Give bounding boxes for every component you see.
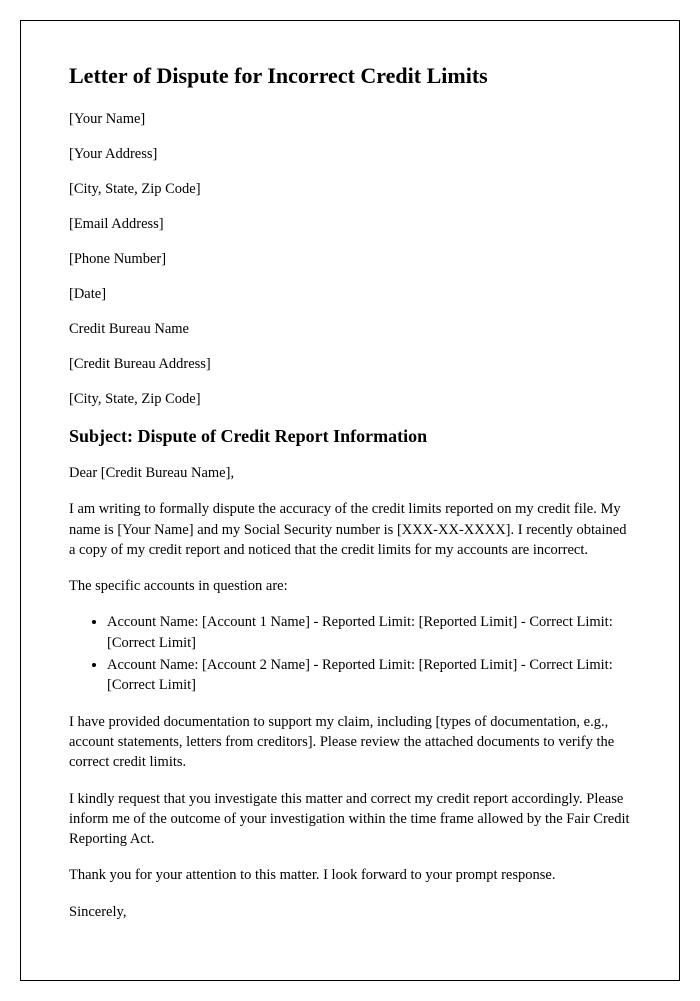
paragraph-thanks: Thank you for your attention to this mat… [69,865,631,885]
closing: Sincerely, [69,902,631,922]
field-your-name: [Your Name] [69,111,631,128]
field-phone: [Phone Number] [69,251,631,268]
account-item: Account Name: [Account 1 Name] - Reporte… [107,612,631,653]
paragraph-accounts-lead: The specific accounts in question are: [69,576,631,596]
field-bureau-name: Credit Bureau Name [69,321,631,338]
field-email: [Email Address] [69,216,631,233]
letter-page: Letter of Dispute for Incorrect Credit L… [20,20,680,981]
field-your-city-state-zip: [City, State, Zip Code] [69,181,631,198]
accounts-list: Account Name: [Account 1 Name] - Reporte… [107,612,631,695]
salutation: Dear [Credit Bureau Name], [69,463,631,483]
subject-line: Subject: Dispute of Credit Report Inform… [69,426,631,447]
field-date: [Date] [69,286,631,303]
field-your-address: [Your Address] [69,146,631,163]
paragraph-documentation: I have provided documentation to support… [69,712,631,773]
field-bureau-city-state-zip: [City, State, Zip Code] [69,391,631,408]
paragraph-request: I kindly request that you investigate th… [69,789,631,850]
paragraph-intro: I am writing to formally dispute the acc… [69,499,631,560]
letter-title: Letter of Dispute for Incorrect Credit L… [69,63,631,89]
account-item: Account Name: [Account 2 Name] - Reporte… [107,655,631,696]
field-bureau-address: [Credit Bureau Address] [69,356,631,373]
